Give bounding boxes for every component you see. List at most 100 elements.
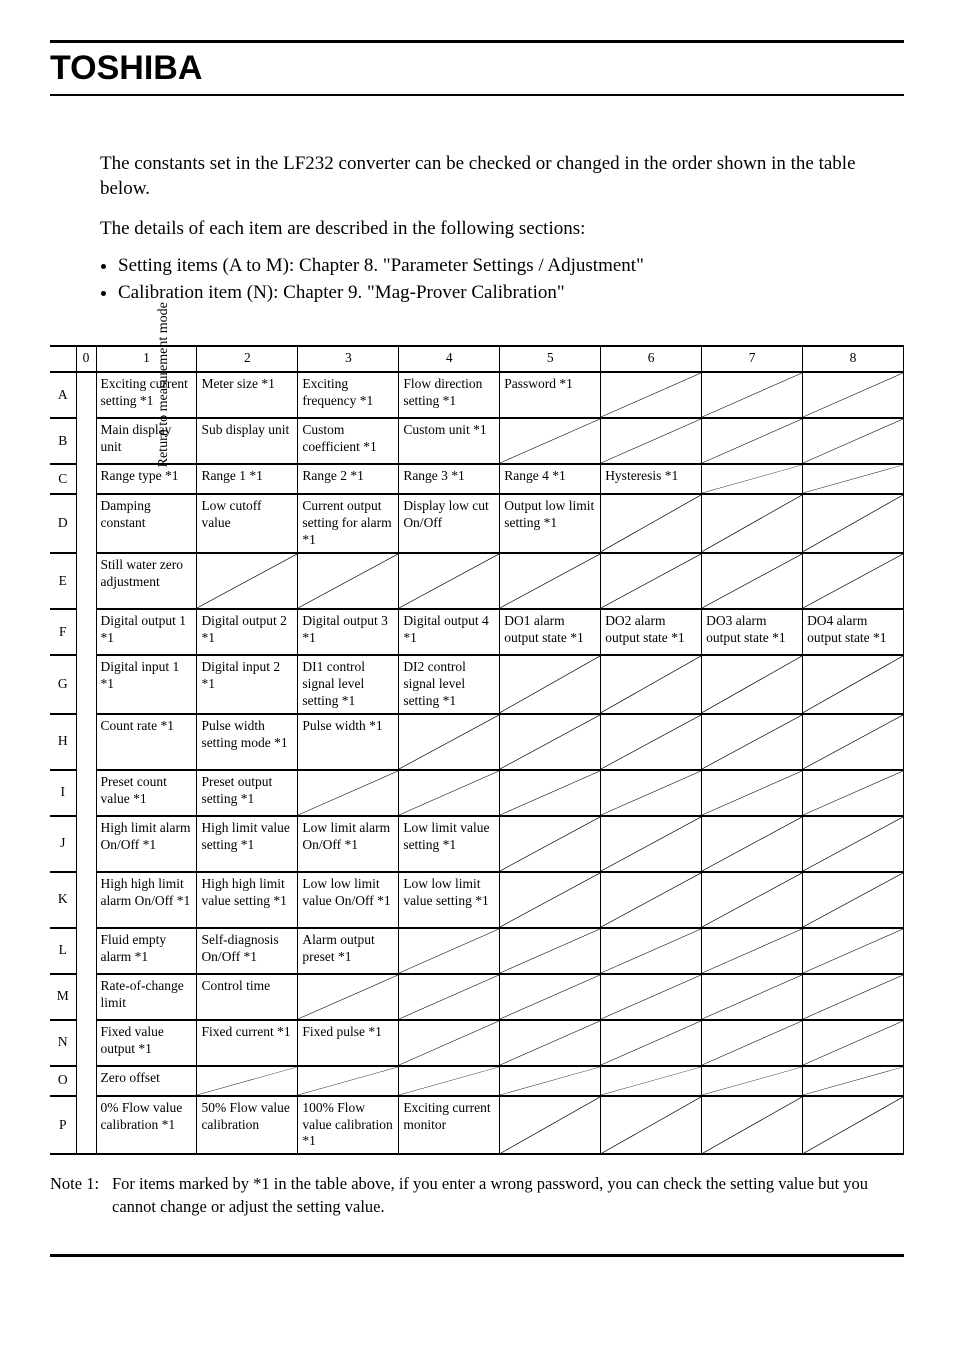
cell — [500, 1066, 601, 1096]
cell — [601, 418, 702, 464]
cell — [803, 928, 904, 974]
col-7: 7 — [702, 346, 803, 372]
cell: Hysteresis *1 — [601, 464, 702, 494]
cell: Exciting current monitor — [399, 1096, 500, 1155]
cell: Digital output 3 *1 — [298, 609, 399, 655]
cell — [601, 928, 702, 974]
col-2: 2 — [197, 346, 298, 372]
header-rule-bottom — [50, 94, 904, 96]
cell: Low limit value setting *1 — [399, 816, 500, 872]
cell: Preset output setting *1 — [197, 770, 298, 816]
cell: DI1 control signal level setting *1 — [298, 655, 399, 714]
cell — [702, 770, 803, 816]
cell: Pulse width *1 — [298, 714, 399, 770]
cell — [803, 655, 904, 714]
table-row: CRange type *1Range 1 *1Range 2 *1Range … — [50, 464, 904, 494]
settings-table: 0 1 2 3 4 5 6 7 8 AReturn to measurement… — [50, 345, 904, 1155]
table-row: GDigital input 1 *1Digital input 2 *1DI1… — [50, 655, 904, 714]
cell — [500, 928, 601, 974]
row-label-I: I — [50, 770, 76, 816]
note-label: Note 1: — [50, 1173, 112, 1218]
row-label-M: M — [50, 974, 76, 1020]
cell: Range 4 *1 — [500, 464, 601, 494]
bullet-1: Setting items (A to M): Chapter 8. "Para… — [118, 254, 894, 279]
cell: Exciting frequency *1 — [298, 372, 399, 418]
note-text: For items marked by *1 in the table abov… — [112, 1173, 904, 1218]
cell — [500, 974, 601, 1020]
cell — [399, 974, 500, 1020]
cell — [601, 714, 702, 770]
col-1: 1 — [96, 346, 197, 372]
cell — [399, 553, 500, 609]
cell — [399, 1066, 500, 1096]
cell — [702, 553, 803, 609]
cell — [601, 1066, 702, 1096]
cell — [702, 494, 803, 553]
cell — [803, 464, 904, 494]
cell — [298, 1066, 399, 1096]
table-row: AReturn to measurement modeExciting curr… — [50, 372, 904, 418]
cell — [702, 655, 803, 714]
cell — [702, 1066, 803, 1096]
cell: Fluid empty alarm *1 — [96, 928, 197, 974]
cell: Rate-of-change limit — [96, 974, 197, 1020]
cell: Preset count value *1 — [96, 770, 197, 816]
col-5: 5 — [500, 346, 601, 372]
cell — [298, 770, 399, 816]
cell: Range 3 *1 — [399, 464, 500, 494]
cell — [601, 1096, 702, 1155]
cell: Alarm output preset *1 — [298, 928, 399, 974]
cell: Still water zero adjustment — [96, 553, 197, 609]
cell: Damping constant — [96, 494, 197, 553]
table-row: P 0% Flow value calibration *150% Flow va… — [50, 1096, 904, 1155]
cell — [601, 974, 702, 1020]
cell — [803, 1096, 904, 1155]
row-label-E: E — [50, 553, 76, 609]
intro-para-2: The details of each item are described i… — [100, 217, 894, 242]
table-header-row: 0 1 2 3 4 5 6 7 8 — [50, 346, 904, 372]
cell — [702, 372, 803, 418]
cell — [601, 770, 702, 816]
row-label-F: F — [50, 609, 76, 655]
row-label-C: C — [50, 464, 76, 494]
cell: Low limit alarm On/Off *1 — [298, 816, 399, 872]
table-row: LFluid empty alarm *1Self-diagnosis On/O… — [50, 928, 904, 974]
cell: Range 1 *1 — [197, 464, 298, 494]
cell — [702, 1096, 803, 1155]
cell — [500, 770, 601, 816]
cell: Digital input 1 *1 — [96, 655, 197, 714]
cell: Flow direction setting *1 — [399, 372, 500, 418]
cell: Meter size *1 — [197, 372, 298, 418]
cell — [399, 714, 500, 770]
cell: Sub display unit — [197, 418, 298, 464]
cell: Low low limit value On/Off *1 — [298, 872, 399, 928]
cell: Output low limit setting *1 — [500, 494, 601, 553]
row-label-O: O — [50, 1066, 76, 1096]
cell — [601, 872, 702, 928]
cell: Zero offset — [96, 1066, 197, 1096]
cell — [298, 553, 399, 609]
cell — [803, 1066, 904, 1096]
col-6: 6 — [601, 346, 702, 372]
cell — [702, 418, 803, 464]
cell: Display low cut On/Off — [399, 494, 500, 553]
cell — [500, 714, 601, 770]
row-label-B: B — [50, 418, 76, 464]
cell — [803, 372, 904, 418]
intro-para-1: The constants set in the LF232 converter… — [100, 152, 894, 201]
row-label-A: A — [50, 372, 76, 418]
cell: Count rate *1 — [96, 714, 197, 770]
table-row: FDigital output 1 *1Digital output 2 *1D… — [50, 609, 904, 655]
cell: 50% Flow value calibration — [197, 1096, 298, 1155]
cell: Custom coefficient *1 — [298, 418, 399, 464]
table-row: O Zero offset — [50, 1066, 904, 1096]
col0-return-mode: Return to measurement mode — [76, 372, 96, 1154]
cell: 100% Flow value calibration *1 — [298, 1096, 399, 1155]
cell: Digital output 4 *1 — [399, 609, 500, 655]
cell — [803, 872, 904, 928]
cell: Digital output 1 *1 — [96, 609, 197, 655]
cell — [702, 928, 803, 974]
cell: 0% Flow value calibration *1 — [96, 1096, 197, 1155]
row-label-P: P — [50, 1096, 76, 1155]
table-row: JHigh limit alarm On/Off *1High limit va… — [50, 816, 904, 872]
